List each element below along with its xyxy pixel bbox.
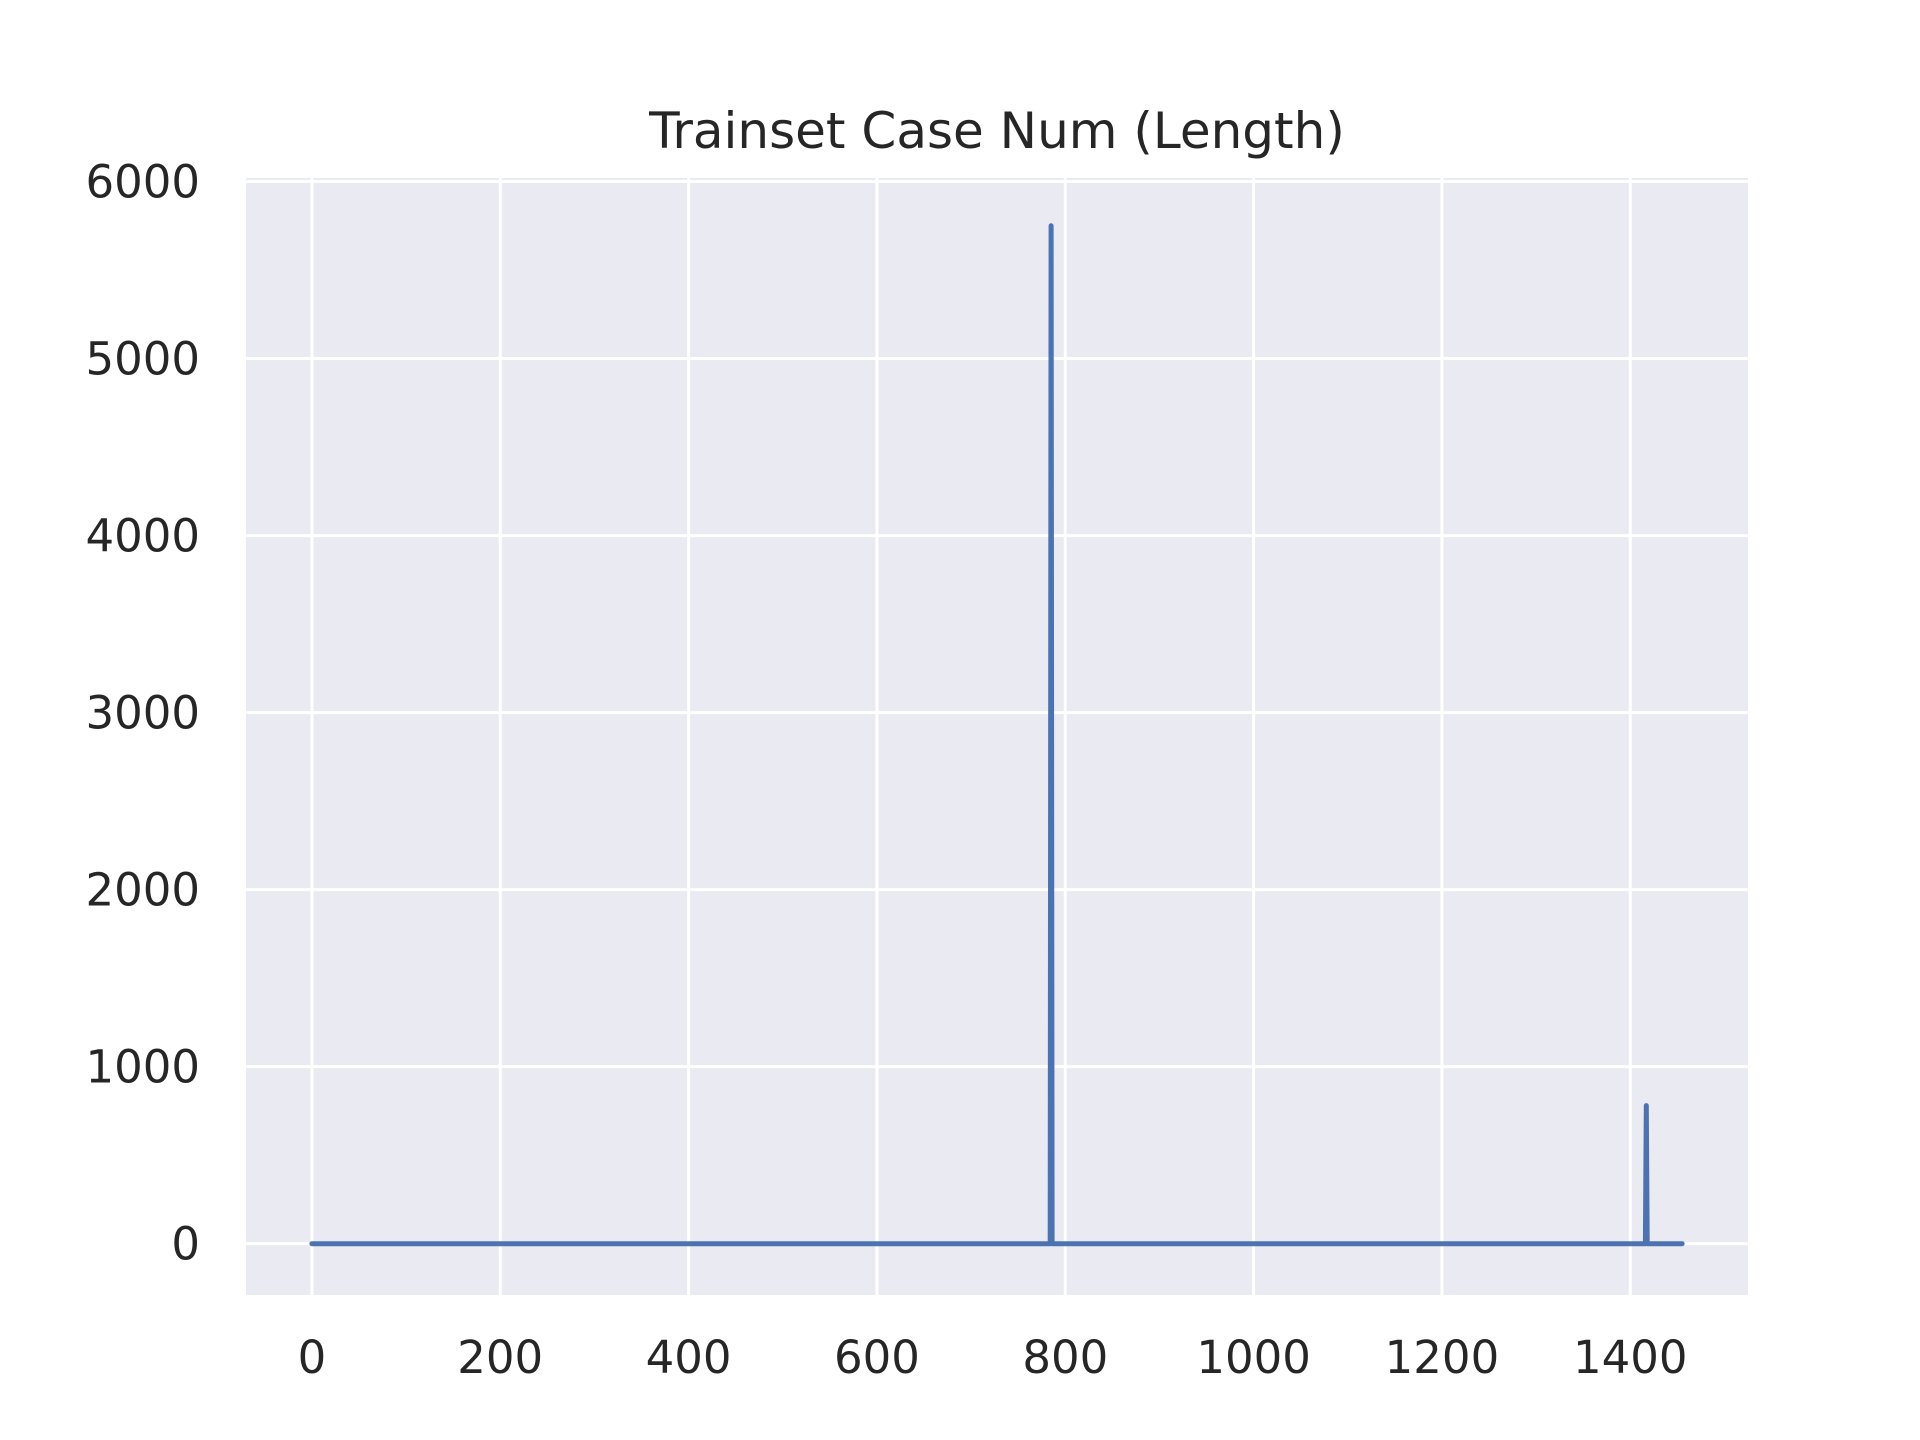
y-tick-label: 3000: [85, 687, 200, 740]
x-tick-label: 400: [646, 1331, 732, 1384]
plot-background: [246, 178, 1748, 1295]
chart-title: Trainset Case Num (Length): [648, 102, 1345, 160]
y-tick-label: 0: [171, 1218, 200, 1271]
x-axis-ticks: 0 200 400 600 800 1000 1200 1400: [298, 1331, 1688, 1384]
grid: [246, 178, 1748, 1295]
y-tick-label: 1000: [85, 1041, 200, 1094]
x-tick-label: 200: [457, 1331, 543, 1384]
x-tick-label: 600: [834, 1331, 920, 1384]
y-tick-label: 2000: [85, 864, 200, 917]
y-tick-label: 6000: [85, 156, 200, 209]
y-axis-ticks: 0 1000 2000 3000 4000 5000 6000: [85, 156, 200, 1271]
x-tick-label: 1400: [1573, 1331, 1688, 1384]
y-tick-label: 4000: [85, 510, 200, 563]
y-tick-label: 5000: [85, 333, 200, 386]
x-tick-label: 1000: [1196, 1331, 1311, 1384]
series-layer: [309, 223, 1685, 1247]
x-tick-label: 1200: [1385, 1331, 1500, 1384]
x-tick-label: 800: [1022, 1331, 1108, 1384]
series-line: [309, 223, 1685, 1247]
x-tick-label: 0: [298, 1331, 327, 1384]
